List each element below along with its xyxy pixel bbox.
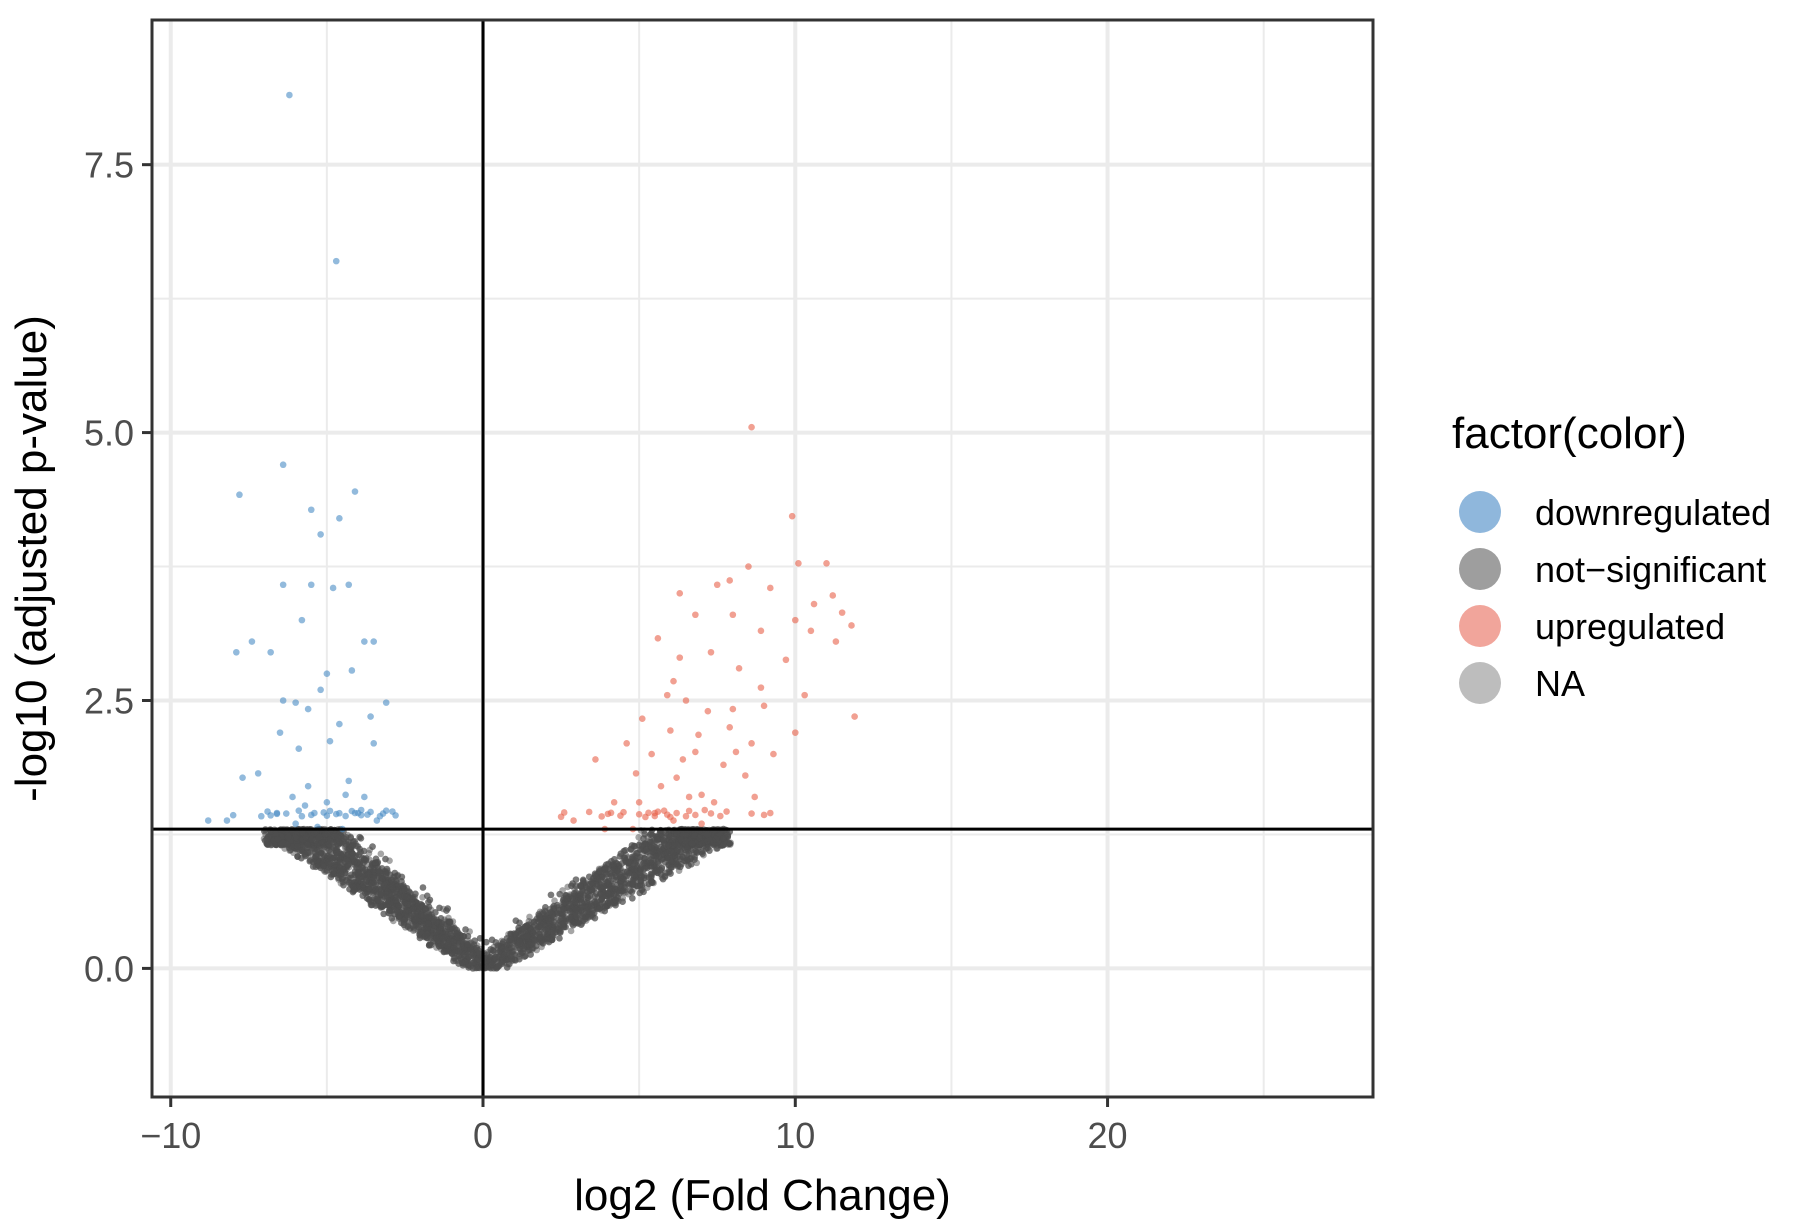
not-significant-point xyxy=(540,928,548,936)
not-significant-point xyxy=(377,850,385,858)
not-significant-point xyxy=(556,890,564,898)
not-significant-point xyxy=(380,910,388,918)
not-significant-point xyxy=(358,864,366,872)
not-significant-point xyxy=(436,904,443,912)
not-significant-point xyxy=(629,894,636,902)
not-significant-point xyxy=(312,853,320,861)
not-significant-point xyxy=(488,936,496,944)
not-significant-point xyxy=(713,845,721,852)
not-significant-point xyxy=(368,880,376,887)
not-significant-point xyxy=(527,951,534,958)
not-significant-point xyxy=(567,927,575,935)
not-significant-point xyxy=(641,830,649,838)
not-significant-point xyxy=(530,918,538,926)
not-significant-point xyxy=(547,891,555,899)
not-significant-point xyxy=(370,874,378,882)
not-significant-point xyxy=(437,914,445,922)
not-significant-point xyxy=(601,904,609,911)
not-significant-point xyxy=(488,960,496,968)
not-significant-point xyxy=(422,905,429,912)
not-significant-point xyxy=(667,870,674,877)
not-significant-point xyxy=(306,857,314,865)
grid-lines xyxy=(152,20,1373,1097)
not-significant-point xyxy=(363,894,371,902)
not-significant-point xyxy=(336,859,344,866)
not-significant-point xyxy=(419,884,427,891)
not-significant-point xyxy=(490,947,497,955)
not-significant-point xyxy=(585,873,593,881)
not-significant-point xyxy=(696,834,703,842)
not-significant-point xyxy=(473,964,480,972)
not-significant-point xyxy=(647,856,655,863)
not-significant-point xyxy=(556,935,563,942)
not-significant-point xyxy=(619,898,626,906)
not-significant-point xyxy=(597,890,604,898)
not-significant-point xyxy=(545,922,552,930)
not-significant-point xyxy=(628,888,636,896)
not-significant-point xyxy=(389,883,396,891)
not-significant-point xyxy=(395,903,402,910)
not-significant-point xyxy=(315,862,323,870)
not-significant-point xyxy=(384,896,391,904)
not-significant-point xyxy=(425,914,433,921)
not-significant-point xyxy=(601,866,609,874)
not-significant-point xyxy=(357,835,365,842)
not-significant-point xyxy=(432,935,440,942)
not-significant-point xyxy=(647,830,655,837)
not-significant-point xyxy=(634,849,641,857)
not-significant-point xyxy=(550,902,558,910)
not-significant-point xyxy=(586,880,594,888)
not-significant-point xyxy=(382,879,390,887)
not-significant-point xyxy=(460,950,468,958)
not-significant-point xyxy=(726,840,734,847)
not-significant-point xyxy=(465,953,473,961)
not-significant-point xyxy=(542,904,549,911)
not-significant-point xyxy=(482,938,490,946)
not-significant-point xyxy=(605,890,613,898)
not-significant-point xyxy=(357,848,364,856)
not-significant-point xyxy=(643,864,651,872)
not-significant-point xyxy=(494,964,501,971)
not-significant-point xyxy=(458,959,466,966)
not-significant-point xyxy=(462,926,469,933)
not-significant-point xyxy=(572,876,580,883)
not-significant-point xyxy=(584,903,592,910)
not-significant-point xyxy=(658,856,665,863)
not-significant-point xyxy=(343,856,350,863)
not-significant-point xyxy=(402,908,409,916)
not-significant-point xyxy=(512,931,519,938)
not-significant-point xyxy=(691,832,698,839)
not-significant-point xyxy=(334,834,342,842)
not-significant-point xyxy=(638,842,646,850)
not-significant-point xyxy=(643,846,650,853)
not-significant-point xyxy=(608,872,615,880)
not-significant-point xyxy=(680,854,688,861)
not-significant-point xyxy=(443,907,450,914)
not-significant-point xyxy=(563,895,570,903)
not-significant-point xyxy=(359,881,367,888)
not-significant-point xyxy=(691,856,698,863)
not-significant-point xyxy=(372,902,380,909)
not-significant-point xyxy=(425,898,432,906)
not-significant-point xyxy=(634,882,642,890)
not-significant-point xyxy=(415,923,422,931)
not-significant-point xyxy=(620,875,627,883)
not-significant-point xyxy=(499,954,506,961)
not-significant-point xyxy=(399,882,407,889)
not-significant-point xyxy=(584,894,592,901)
not-significant-point xyxy=(474,946,482,954)
not-significant-point xyxy=(516,919,523,927)
not-significant-point xyxy=(545,917,552,924)
not-significant-point xyxy=(340,835,348,842)
not-significant-point xyxy=(388,915,396,922)
not-significant-point xyxy=(660,836,667,844)
not-significant-point xyxy=(667,864,675,871)
not-significant-point xyxy=(610,891,618,898)
data-points xyxy=(204,91,858,972)
not-significant-point xyxy=(471,937,478,944)
